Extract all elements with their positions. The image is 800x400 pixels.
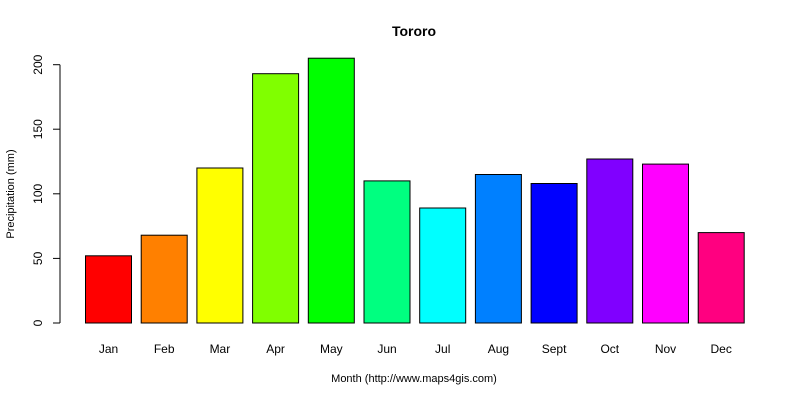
y-axis: 0 50 100 150 200 bbox=[31, 54, 61, 326]
bars-group bbox=[85, 57, 745, 324]
bar-aug bbox=[474, 174, 522, 324]
y-tick-label: 150 bbox=[31, 119, 45, 139]
chart-title: Tororo bbox=[392, 23, 436, 39]
bar-oct bbox=[586, 158, 634, 324]
y-tick-label: 100 bbox=[31, 183, 45, 203]
y-tick-label: 200 bbox=[31, 54, 45, 74]
bar-nov bbox=[642, 163, 689, 324]
x-axis-label: Month (http://www.maps4gis.com) bbox=[331, 373, 497, 385]
x-tick-label: Aug bbox=[488, 342, 509, 356]
x-tick-label: Jan bbox=[99, 342, 118, 356]
y-tick-label: 50 bbox=[31, 251, 45, 265]
x-tick-label: Dec bbox=[711, 342, 732, 356]
bar-may bbox=[307, 57, 355, 324]
x-tick-label: Apr bbox=[266, 342, 285, 356]
x-axis-tick-labels: Jan Feb Mar Apr May Jun Jul Aug Sept Oct Nov Dec bbox=[99, 342, 732, 356]
bar-apr bbox=[252, 73, 300, 324]
x-tick-label: Mar bbox=[210, 342, 231, 356]
y-tick-label: 0 bbox=[31, 319, 45, 326]
x-tick-label: May bbox=[320, 342, 343, 356]
y-axis-label: Precipitation (mm) bbox=[5, 149, 17, 238]
bar-mar bbox=[196, 167, 244, 324]
x-tick-label: Nov bbox=[655, 342, 676, 356]
bar-jun bbox=[363, 180, 411, 324]
x-tick-label: Jul bbox=[435, 342, 450, 356]
x-tick-label: Oct bbox=[600, 342, 619, 356]
x-tick-label: Feb bbox=[154, 342, 175, 356]
x-tick-label: Jun bbox=[377, 342, 396, 356]
bar-dec bbox=[697, 232, 745, 324]
bar-jan bbox=[85, 255, 132, 324]
bar-sept bbox=[530, 183, 578, 324]
x-tick-label: Sept bbox=[542, 342, 567, 356]
bar-feb bbox=[140, 234, 188, 324]
bar-jul bbox=[419, 207, 467, 324]
